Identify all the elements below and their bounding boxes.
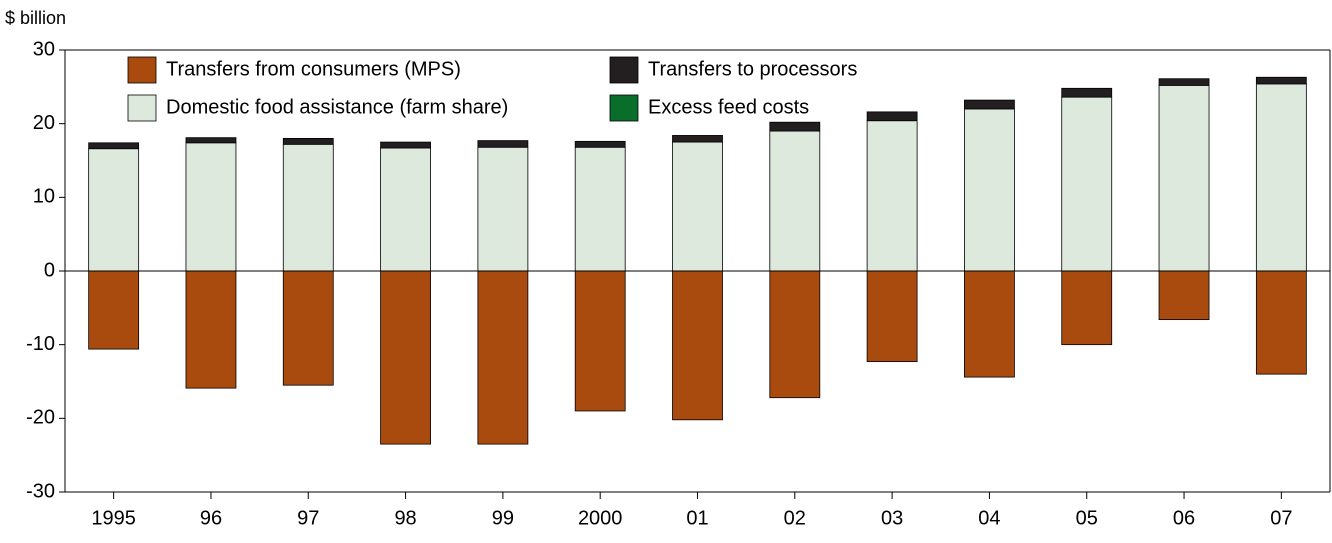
bar-segment xyxy=(477,270,529,445)
bar-segment xyxy=(185,137,237,144)
legend-swatch xyxy=(609,94,639,122)
x-tick-label: 1995 xyxy=(91,507,136,529)
bar-segment xyxy=(1255,83,1307,272)
bar-segment xyxy=(574,270,626,412)
x-tick-label: 97 xyxy=(297,507,319,529)
x-tick-label: 03 xyxy=(881,507,903,529)
bar-segment xyxy=(1158,84,1210,272)
bar-segment xyxy=(672,141,723,272)
bar-segment xyxy=(769,270,821,399)
y-tick-label: -30 xyxy=(26,480,55,502)
bar-segment xyxy=(574,146,626,272)
bar-segment xyxy=(380,147,431,272)
bar-segment xyxy=(1061,87,1113,98)
bar-segment xyxy=(672,270,723,421)
legend-label: Excess feed costs xyxy=(648,96,809,118)
bar-segment xyxy=(769,130,821,272)
y-axis-label: $ billion xyxy=(5,8,66,28)
y-tick-label: 0 xyxy=(44,259,55,281)
legend-label: Transfers from consumers (MPS) xyxy=(166,58,461,80)
x-tick-label: 99 xyxy=(492,507,514,529)
bar-segment xyxy=(574,140,626,148)
bar-segment xyxy=(185,142,237,272)
bar-segment xyxy=(1061,270,1113,346)
x-tick-label: 01 xyxy=(686,507,708,529)
bar-segment xyxy=(866,120,918,272)
bar-segment xyxy=(769,121,821,132)
bar-segment xyxy=(185,270,237,389)
y-tick-label: 10 xyxy=(33,186,55,208)
x-tick-label: 98 xyxy=(394,507,416,529)
bar-segment xyxy=(964,99,1015,110)
legend-swatch xyxy=(127,56,157,84)
bar-segment xyxy=(380,270,431,445)
legend-label: Domestic food assistance (farm share) xyxy=(166,96,508,118)
bar-segment xyxy=(282,137,334,145)
bar-segment xyxy=(282,270,334,386)
bar-segment xyxy=(672,135,723,143)
bar-segment xyxy=(964,108,1015,272)
bar-segment xyxy=(88,142,140,150)
x-tick-label: 06 xyxy=(1173,507,1195,529)
bar-segment xyxy=(1158,270,1210,321)
y-tick-label: -20 xyxy=(26,407,55,429)
bar-segment xyxy=(477,140,529,148)
x-tick-label: 05 xyxy=(1076,507,1098,529)
x-tick-label: 02 xyxy=(784,507,806,529)
x-tick-label: 04 xyxy=(978,507,1000,529)
bar-segment xyxy=(866,111,918,122)
y-tick-label: 20 xyxy=(33,112,55,134)
bar-segment xyxy=(282,143,334,272)
bar-segment xyxy=(1255,270,1307,375)
bar-segment xyxy=(1255,76,1307,85)
y-tick-label: -10 xyxy=(26,333,55,355)
bar-segment xyxy=(1158,78,1210,86)
bar-segment xyxy=(964,270,1015,378)
x-tick-label: 07 xyxy=(1270,507,1292,529)
legend-swatch xyxy=(127,94,157,122)
bar-segment xyxy=(88,148,140,272)
bar-segment xyxy=(866,270,918,363)
bar-segment xyxy=(1061,96,1113,272)
bar-segment xyxy=(477,146,529,272)
x-tick-label: 96 xyxy=(200,507,222,529)
x-tick-label: 2000 xyxy=(578,507,623,529)
bar-segment xyxy=(380,141,431,149)
bar-segment xyxy=(88,270,140,350)
legend-label: Transfers to processors xyxy=(648,58,857,80)
legend-swatch xyxy=(609,56,639,84)
y-tick-label: 30 xyxy=(33,38,55,60)
